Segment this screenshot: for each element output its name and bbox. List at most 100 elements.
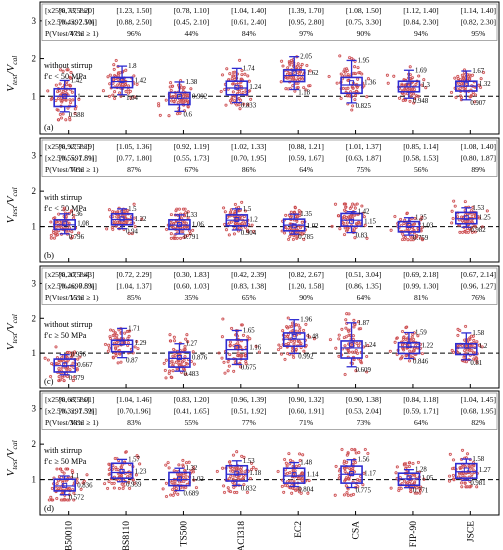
interval-cell: [0.70,1.96] — [117, 407, 151, 416]
interval-cell: [0.59, 1.71] — [403, 407, 438, 416]
data-point — [63, 206, 66, 210]
data-point — [69, 71, 73, 74]
min-label: 0.6 — [183, 111, 192, 118]
mean-marker — [62, 93, 68, 99]
max-label: 1.74 — [243, 65, 255, 72]
mean-marker — [406, 82, 412, 88]
data-point — [60, 116, 63, 120]
data-point — [477, 83, 481, 87]
min-label: 0.588 — [69, 112, 85, 119]
data-point — [238, 58, 242, 62]
mean-marker — [119, 216, 125, 222]
probability-cell: 47% — [70, 29, 85, 38]
data-point — [410, 76, 414, 80]
data-point — [171, 84, 174, 88]
mean-label: 1.18 — [249, 470, 261, 477]
box-aci318: 1.51.20.904 — [221, 200, 258, 237]
mean-label: 1.25 — [479, 215, 491, 222]
y-tick-label: 3 — [32, 151, 37, 161]
data-point — [46, 89, 50, 93]
mean-marker — [119, 77, 125, 83]
data-point — [422, 78, 426, 82]
max-label: 1.96 — [300, 317, 312, 324]
min-label: 0.796 — [69, 234, 85, 241]
mean-label: 1.02 — [307, 223, 319, 230]
interval-cell: [0.30, 1.83] — [174, 270, 209, 279]
data-point — [285, 76, 289, 80]
mean-label: 1.05 — [421, 475, 433, 482]
data-point — [157, 104, 161, 108]
box-bs8110: 1.711.290.87 — [103, 325, 147, 365]
data-point — [239, 98, 242, 102]
probability-cell: 90% — [299, 293, 314, 302]
data-point — [102, 89, 105, 93]
max-label: 1.27 — [185, 341, 197, 348]
interval-cell: [0.95, 2.80] — [288, 18, 323, 27]
data-point — [473, 100, 477, 104]
data-point — [458, 82, 462, 86]
data-point — [118, 91, 122, 95]
condition-label: with stirrup — [44, 193, 82, 202]
data-point — [132, 74, 136, 78]
data-point — [408, 99, 412, 103]
min-label: 0.948 — [413, 98, 429, 105]
interval-cell: [0.59, 1.67] — [288, 154, 323, 163]
interval-cell: [0.32, 1.32] — [59, 407, 94, 416]
min-label: 0.992 — [298, 353, 314, 360]
y-tick-label: 2 — [32, 313, 37, 323]
probability-cell: 83% — [127, 418, 142, 427]
data-point — [113, 97, 117, 100]
min-label: 0.87 — [126, 358, 138, 365]
data-point — [110, 225, 114, 229]
data-point — [58, 82, 62, 86]
data-point — [238, 107, 242, 111]
interval-cell: [1.05, 1.36] — [116, 142, 151, 151]
min-label: 0.832 — [241, 486, 257, 493]
data-point — [356, 66, 360, 70]
strength-label: f′c ≥ 50 MPa — [44, 457, 87, 466]
data-point — [366, 77, 370, 81]
max-label: 1.53 — [243, 458, 255, 465]
interval-cell: [0.58, 1.53] — [403, 154, 438, 163]
y-axis-label: Vtest/Vcal — [5, 56, 19, 92]
interval-cell: [1.01, 1.37] — [346, 142, 381, 151]
data-point — [219, 90, 223, 93]
min-label: 0.791 — [183, 234, 198, 241]
strength-label: f′c ≥ 50 MPa — [44, 331, 87, 340]
data-point — [242, 102, 246, 106]
y-tick-label: 1 — [32, 91, 37, 101]
data-point — [225, 67, 229, 71]
data-point — [365, 95, 369, 99]
data-point — [122, 221, 126, 224]
interval-cell: [0.41, 1.65] — [174, 407, 209, 416]
data-point — [69, 236, 73, 240]
data-point — [59, 99, 63, 102]
max-label: 0.956 — [71, 352, 87, 359]
mean-label: 1.36 — [364, 80, 376, 87]
max-label: 1.53 — [472, 205, 484, 212]
data-point — [247, 79, 251, 83]
max-label: 1.35 — [300, 211, 312, 218]
data-point — [106, 75, 110, 79]
condition-label: with stirrup — [44, 446, 82, 455]
data-point — [280, 59, 284, 63]
y-tick-label: 2 — [32, 439, 37, 449]
data-point — [60, 92, 64, 96]
max-label: 1.38 — [185, 79, 197, 86]
data-point — [403, 83, 407, 87]
data-point — [182, 221, 186, 225]
mean-label: 1.2 — [249, 216, 258, 223]
data-point — [230, 77, 234, 81]
probability-cell: 55% — [184, 418, 199, 427]
box-csa: 1.421.150.83 — [330, 202, 377, 241]
data-point — [482, 71, 485, 74]
box-ec2: 1.481.140.804 — [276, 451, 319, 496]
data-point — [479, 86, 482, 89]
min-label: 0.825 — [356, 103, 372, 110]
min-label: 0.775 — [356, 488, 372, 495]
data-point — [165, 227, 169, 231]
interval-cell: [1.39, 1.70] — [288, 6, 323, 15]
min-label: 0.939 — [126, 482, 142, 489]
